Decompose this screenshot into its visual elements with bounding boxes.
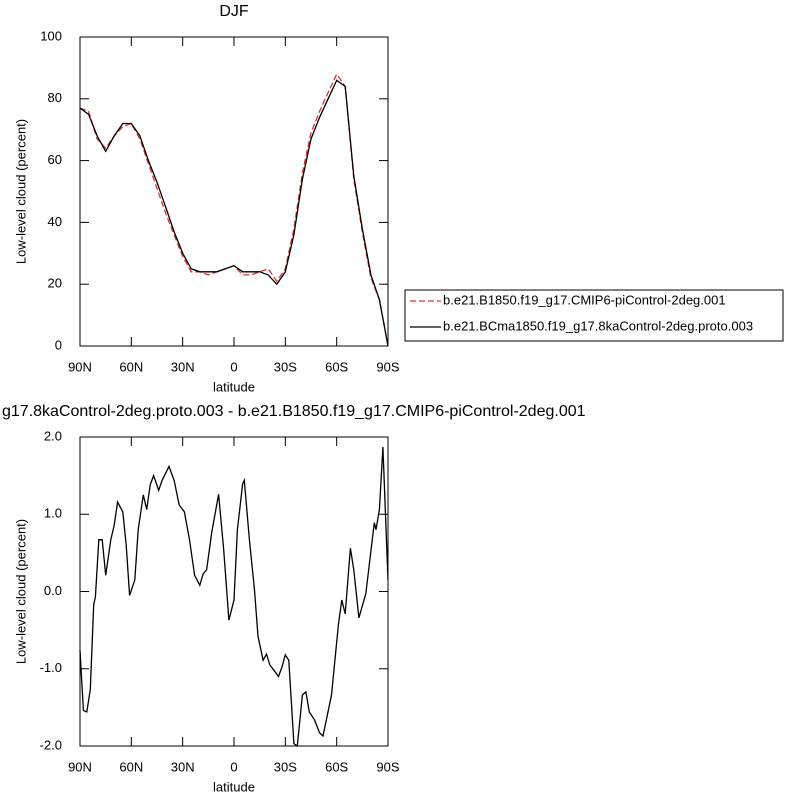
x-tick-label: 60S bbox=[325, 759, 348, 774]
y-tick-label: 0.0 bbox=[44, 583, 62, 598]
legend-box bbox=[404, 289, 784, 342]
x-tick-label: 60N bbox=[119, 759, 143, 774]
x-tick-label: 30S bbox=[274, 759, 297, 774]
series-line bbox=[79, 72, 389, 347]
x-tick-label: 30S bbox=[274, 359, 297, 374]
x-tick-label: 90N bbox=[68, 759, 92, 774]
y-tick-label: 0 bbox=[55, 337, 62, 352]
chart-title: g17.8kaControl-2deg.proto.003 - b.e21.B1… bbox=[2, 403, 586, 420]
y-tick-label: 100 bbox=[40, 28, 62, 43]
y-axis-label: Low-level cloud (percent) bbox=[13, 119, 28, 264]
y-tick-label: -1.0 bbox=[40, 660, 62, 675]
y-tick-label: -2.0 bbox=[40, 737, 62, 752]
plot-frame bbox=[79, 436, 389, 747]
y-tick-label: 60 bbox=[48, 152, 62, 167]
x-tick-label: 30N bbox=[171, 359, 195, 374]
series-line bbox=[79, 79, 389, 347]
x-axis-label: latitude bbox=[213, 379, 255, 394]
x-tick-label: 90N bbox=[68, 359, 92, 374]
x-tick-label: 0 bbox=[230, 359, 237, 374]
x-tick-label: 60S bbox=[325, 359, 348, 374]
x-tick-label: 30N bbox=[171, 759, 195, 774]
x-tick-label: 0 bbox=[230, 759, 237, 774]
y-tick-label: 20 bbox=[48, 276, 62, 291]
x-tick-label: 60N bbox=[119, 359, 143, 374]
y-axis-label: Low-level cloud (percent) bbox=[13, 519, 28, 664]
y-tick-label: 1.0 bbox=[44, 506, 62, 521]
plot-frame bbox=[79, 36, 389, 347]
y-tick-label: 2.0 bbox=[44, 428, 62, 443]
y-tick-label: 80 bbox=[48, 90, 62, 105]
y-tick-label: 40 bbox=[48, 214, 62, 229]
x-axis-label: latitude bbox=[213, 779, 255, 794]
x-tick-label: 90S bbox=[376, 759, 399, 774]
chart-title: DJF bbox=[219, 3, 249, 20]
legend-label: b.e21.BCma1850.f19_g17.8kaControl-2deg.p… bbox=[443, 318, 753, 333]
x-tick-label: 90S bbox=[376, 359, 399, 374]
series-line bbox=[79, 446, 389, 748]
legend-label: b.e21.B1850.f19_g17.CMIP6-piControl-2deg… bbox=[443, 292, 726, 307]
